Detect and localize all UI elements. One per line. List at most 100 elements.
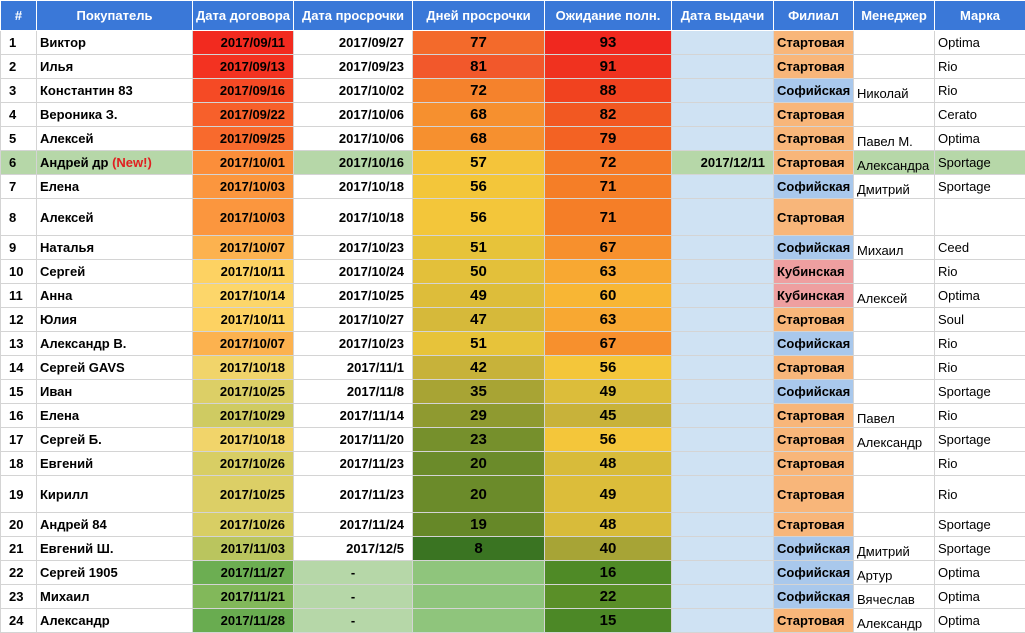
cell-issue-date[interactable] — [672, 404, 774, 428]
cell-customer[interactable]: Кирилл — [37, 476, 193, 513]
cell-num[interactable]: 20 — [1, 513, 37, 537]
cell-contract-date[interactable]: 2017/10/11 — [193, 308, 294, 332]
cell-waiting[interactable]: 22 — [545, 585, 672, 609]
cell-manager[interactable]: Артур — [854, 561, 935, 585]
cell-brand[interactable]: Soul — [935, 308, 1025, 332]
cell-overdue-days[interactable]: 81 — [413, 55, 545, 79]
cell-customer[interactable]: Андрей др (New!) — [37, 151, 193, 175]
cell-customer[interactable]: Сергей 1905 — [37, 561, 193, 585]
cell-num[interactable]: 12 — [1, 308, 37, 332]
cell-overdue-date[interactable]: 2017/10/06 — [294, 127, 413, 151]
cell-waiting[interactable]: 60 — [545, 284, 672, 308]
cell-overdue-date[interactable]: 2017/11/8 — [294, 380, 413, 404]
cell-overdue-date[interactable]: 2017/11/24 — [294, 513, 413, 537]
col-header-num[interactable]: # — [1, 1, 37, 31]
cell-customer[interactable]: Евгений — [37, 452, 193, 476]
cell-issue-date[interactable] — [672, 452, 774, 476]
cell-issue-date[interactable] — [672, 356, 774, 380]
cell-brand[interactable]: Rio — [935, 404, 1025, 428]
cell-overdue-date[interactable]: 2017/10/25 — [294, 284, 413, 308]
cell-contract-date[interactable]: 2017/10/26 — [193, 513, 294, 537]
cell-waiting[interactable]: 88 — [545, 79, 672, 103]
cell-overdue-date[interactable]: 2017/10/16 — [294, 151, 413, 175]
cell-overdue-days[interactable]: 8 — [413, 537, 545, 561]
cell-issue-date[interactable] — [672, 79, 774, 103]
cell-contract-date[interactable]: 2017/10/11 — [193, 260, 294, 284]
cell-branch[interactable]: Стартовая — [774, 356, 854, 380]
cell-overdue-date[interactable]: 2017/09/27 — [294, 31, 413, 55]
cell-branch[interactable]: Стартовая — [774, 452, 854, 476]
cell-waiting[interactable]: 93 — [545, 31, 672, 55]
cell-manager[interactable] — [854, 199, 935, 236]
cell-issue-date[interactable] — [672, 537, 774, 561]
cell-issue-date[interactable] — [672, 380, 774, 404]
cell-contract-date[interactable]: 2017/10/29 — [193, 404, 294, 428]
cell-manager[interactable]: Вячеслав — [854, 585, 935, 609]
cell-waiting[interactable]: 56 — [545, 356, 672, 380]
cell-contract-date[interactable]: 2017/11/28 — [193, 609, 294, 633]
cell-customer[interactable]: Юлия — [37, 308, 193, 332]
cell-customer[interactable]: Константин 83 — [37, 79, 193, 103]
cell-num[interactable]: 15 — [1, 380, 37, 404]
cell-brand[interactable]: Rio — [935, 452, 1025, 476]
cell-customer[interactable]: Вероника З. — [37, 103, 193, 127]
cell-brand[interactable]: Sportage — [935, 380, 1025, 404]
cell-manager[interactable] — [854, 260, 935, 284]
cell-overdue-days[interactable]: 72 — [413, 79, 545, 103]
cell-manager[interactable] — [854, 476, 935, 513]
cell-branch[interactable]: Кубинская — [774, 260, 854, 284]
cell-overdue-date[interactable]: 2017/11/14 — [294, 404, 413, 428]
cell-branch[interactable]: Софийская — [774, 585, 854, 609]
cell-branch[interactable]: Стартовая — [774, 428, 854, 452]
cell-manager[interactable]: Дмитрий — [854, 537, 935, 561]
cell-overdue-days[interactable]: 42 — [413, 356, 545, 380]
cell-waiting[interactable]: 67 — [545, 236, 672, 260]
cell-waiting[interactable]: 16 — [545, 561, 672, 585]
cell-manager[interactable]: Павел М. — [854, 127, 935, 151]
cell-waiting[interactable]: 71 — [545, 199, 672, 236]
cell-issue-date[interactable] — [672, 284, 774, 308]
cell-brand[interactable]: Ceed — [935, 236, 1025, 260]
cell-brand[interactable]: Rio — [935, 55, 1025, 79]
cell-issue-date[interactable]: 2017/12/11 — [672, 151, 774, 175]
cell-waiting[interactable]: 15 — [545, 609, 672, 633]
cell-overdue-date[interactable]: 2017/11/20 — [294, 428, 413, 452]
cell-manager[interactable]: Александра — [854, 151, 935, 175]
cell-manager[interactable]: Алексей — [854, 284, 935, 308]
cell-waiting[interactable]: 82 — [545, 103, 672, 127]
cell-contract-date[interactable]: 2017/11/21 — [193, 585, 294, 609]
cell-waiting[interactable]: 71 — [545, 175, 672, 199]
cell-contract-date[interactable]: 2017/10/25 — [193, 380, 294, 404]
cell-brand[interactable]: Optima — [935, 609, 1025, 633]
cell-contract-date[interactable]: 2017/09/11 — [193, 31, 294, 55]
cell-num[interactable]: 1 — [1, 31, 37, 55]
cell-issue-date[interactable] — [672, 260, 774, 284]
cell-brand[interactable]: Rio — [935, 356, 1025, 380]
cell-waiting[interactable]: 91 — [545, 55, 672, 79]
col-header-brand[interactable]: Марка — [935, 1, 1025, 31]
cell-waiting[interactable]: 72 — [545, 151, 672, 175]
cell-manager[interactable] — [854, 31, 935, 55]
col-header-branch[interactable]: Филиал — [774, 1, 854, 31]
cell-contract-date[interactable]: 2017/10/07 — [193, 236, 294, 260]
cell-overdue-date[interactable]: 2017/09/23 — [294, 55, 413, 79]
cell-overdue-date[interactable]: - — [294, 585, 413, 609]
cell-num[interactable]: 5 — [1, 127, 37, 151]
cell-contract-date[interactable]: 2017/10/25 — [193, 476, 294, 513]
cell-overdue-days[interactable]: 23 — [413, 428, 545, 452]
cell-customer[interactable]: Наталья — [37, 236, 193, 260]
cell-overdue-date[interactable]: 2017/11/23 — [294, 452, 413, 476]
cell-overdue-days[interactable] — [413, 609, 545, 633]
cell-contract-date[interactable]: 2017/10/18 — [193, 428, 294, 452]
cell-branch[interactable]: Стартовая — [774, 127, 854, 151]
cell-num[interactable]: 4 — [1, 103, 37, 127]
cell-contract-date[interactable]: 2017/09/16 — [193, 79, 294, 103]
cell-branch[interactable]: Стартовая — [774, 55, 854, 79]
